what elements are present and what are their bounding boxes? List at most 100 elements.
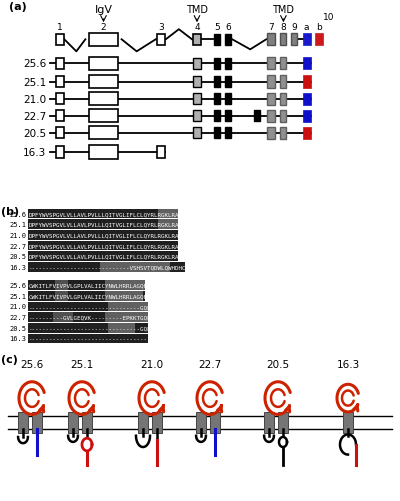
- Bar: [90, 110, 118, 123]
- Bar: [214, 59, 220, 70]
- Text: 22.7: 22.7: [23, 112, 46, 122]
- Bar: [108, 323, 136, 333]
- Bar: [106, 313, 148, 322]
- Bar: [28, 220, 178, 229]
- Bar: [193, 35, 201, 46]
- Text: 16.3: 16.3: [23, 148, 46, 158]
- Text: ----------GVLGEQVK---------EPKKTGQFLEELLFHLEALSG: ----------GVLGEQVK---------EPKKTGQFLEELL…: [28, 315, 196, 320]
- Text: 4: 4: [194, 23, 200, 32]
- Bar: [28, 302, 148, 312]
- Text: ------------------------------------------------: ----------------------------------------…: [28, 336, 196, 341]
- Text: 21.0: 21.0: [23, 95, 46, 104]
- Bar: [28, 230, 178, 240]
- Bar: [193, 59, 201, 70]
- Bar: [280, 128, 286, 140]
- Bar: [280, 111, 286, 123]
- Text: DPFYWVSPGVLVLLAVLPVLLLQITVGLIFLCLQYRLRGKLRAEIENLHRTFDPHFLRVP: DPFYWVSPGVLVLLAVLPVLLLQITVGLIFLCLQYRLRGK…: [28, 222, 238, 227]
- Bar: [56, 128, 64, 139]
- Bar: [90, 127, 118, 140]
- Text: TMD: TMD: [272, 5, 294, 15]
- Bar: [28, 334, 148, 344]
- Bar: [225, 111, 231, 122]
- Text: 20.5: 20.5: [10, 325, 26, 331]
- Text: 22.7: 22.7: [10, 315, 26, 321]
- Bar: [302, 76, 310, 88]
- Bar: [280, 34, 286, 46]
- Bar: [225, 94, 231, 105]
- Bar: [264, 412, 274, 433]
- Text: 22.7: 22.7: [10, 243, 26, 249]
- Bar: [56, 147, 64, 158]
- Text: DPFYWVSPGVLVLLAVLPVLLLQITVGLIFLCLQYRLRGKLRAEIENLHRTFESF-----: DPFYWVSPGVLVLLAVLPVLLLQITVGLIFLCLQYRLRGK…: [28, 243, 238, 248]
- Bar: [28, 323, 148, 333]
- Text: 25.1: 25.1: [10, 293, 26, 299]
- Text: CWKITLFVIVPVLGPLVALIICYNWLHRRLAGQFLEELRNPF-----: CWKITLFVIVPVLGPLVALIICYNWLHRRLAGQFLEELRN…: [28, 294, 193, 299]
- Bar: [225, 59, 231, 70]
- Bar: [90, 146, 118, 159]
- Bar: [302, 58, 310, 70]
- Text: 20.5: 20.5: [266, 360, 290, 369]
- Bar: [193, 77, 201, 88]
- Text: (a): (a): [9, 2, 27, 12]
- Bar: [100, 263, 170, 272]
- Bar: [18, 412, 28, 433]
- Bar: [138, 412, 148, 433]
- Bar: [90, 76, 118, 89]
- Bar: [82, 412, 92, 433]
- Bar: [158, 209, 178, 219]
- Text: 25.6: 25.6: [23, 59, 46, 69]
- Bar: [267, 93, 275, 106]
- Text: 1: 1: [57, 23, 63, 32]
- Bar: [28, 209, 178, 219]
- Bar: [225, 35, 231, 46]
- Bar: [267, 58, 275, 70]
- Bar: [193, 94, 201, 105]
- Bar: [193, 128, 201, 139]
- Bar: [193, 111, 201, 122]
- Bar: [267, 128, 275, 140]
- Bar: [108, 302, 148, 312]
- Text: 16.3: 16.3: [336, 360, 360, 369]
- Text: TMD: TMD: [186, 5, 208, 15]
- Bar: [267, 76, 275, 88]
- Text: 10: 10: [323, 13, 334, 22]
- Bar: [28, 292, 146, 301]
- Text: 16.3: 16.3: [10, 265, 26, 271]
- Text: 20.5: 20.5: [23, 129, 46, 139]
- Text: DPFYWVSPGVLVLLAVLPVLLLQITVGLIFLCLQYRLRGKLRAEIENLHRTFDPHFLRVP: DPFYWVSPGVLVLLAVLPVLLLQITVGLIFLCLQYRLRGK…: [28, 212, 238, 216]
- Bar: [280, 58, 286, 70]
- Bar: [225, 77, 231, 88]
- Text: 25.1: 25.1: [10, 222, 26, 228]
- Text: DPFYWVSPGVLVLLAVLPVLLLQITVGLIFLCLQYRLRGKLRAEIENLHRTF--------: DPFYWVSPGVLVLLAVLPVLLLQITVGLIFLCLQYRLRGK…: [28, 255, 238, 259]
- Bar: [56, 59, 64, 70]
- Bar: [106, 281, 146, 291]
- Text: 25.6: 25.6: [20, 360, 44, 369]
- Bar: [214, 77, 220, 88]
- Text: (c): (c): [1, 355, 18, 364]
- Bar: [157, 147, 165, 158]
- Bar: [302, 93, 310, 106]
- Text: 6: 6: [225, 23, 231, 32]
- Text: 21.0: 21.0: [10, 304, 26, 310]
- Text: 8: 8: [280, 23, 286, 32]
- Bar: [280, 76, 286, 88]
- Bar: [28, 313, 148, 322]
- Bar: [302, 111, 310, 123]
- Text: (b): (b): [1, 206, 19, 216]
- Text: 25.1: 25.1: [70, 360, 94, 369]
- Bar: [28, 252, 178, 262]
- Text: 3: 3: [158, 23, 164, 32]
- Bar: [225, 128, 231, 139]
- Bar: [28, 281, 146, 291]
- Bar: [292, 34, 298, 46]
- Bar: [302, 128, 310, 140]
- Bar: [214, 128, 220, 139]
- Text: 7: 7: [268, 23, 274, 32]
- Text: 25.6: 25.6: [10, 211, 26, 217]
- Bar: [267, 34, 275, 46]
- Bar: [106, 292, 143, 301]
- Text: -----------------------------VSHSVTQDWLQWHDHCSLQPPPPPRLK-------: -----------------------------VSHSVTQDWLQ…: [28, 265, 249, 270]
- Bar: [314, 34, 323, 46]
- Bar: [152, 412, 162, 433]
- Bar: [196, 412, 206, 433]
